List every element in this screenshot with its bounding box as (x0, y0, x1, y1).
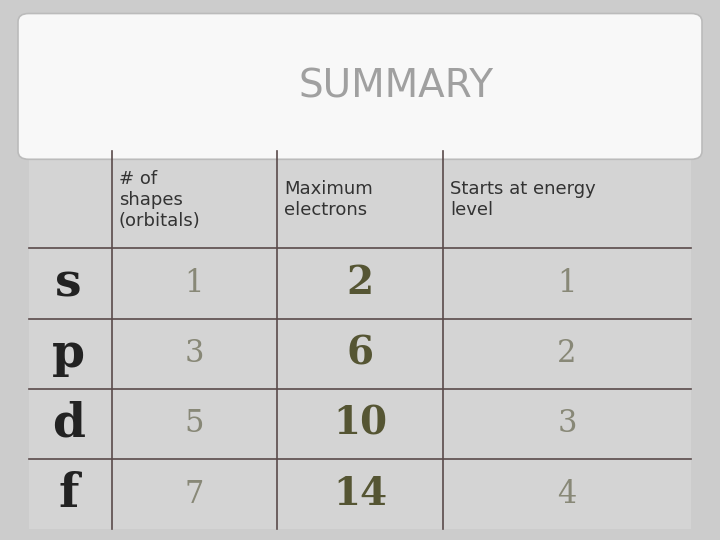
FancyBboxPatch shape (18, 14, 702, 159)
Text: 6: 6 (346, 335, 374, 373)
Text: 3: 3 (184, 338, 204, 369)
Text: 1: 1 (557, 268, 577, 299)
Text: Maximum
electrons: Maximum electrons (284, 180, 373, 219)
Text: 1: 1 (184, 268, 204, 299)
Text: 5: 5 (184, 408, 204, 440)
Text: 14: 14 (333, 475, 387, 513)
Text: 2: 2 (557, 338, 577, 369)
Text: 3: 3 (557, 408, 577, 440)
Text: Starts at energy
level: Starts at energy level (450, 180, 595, 219)
Text: s: s (55, 260, 81, 307)
Text: 10: 10 (333, 405, 387, 443)
Text: 4: 4 (557, 478, 577, 510)
Text: f: f (58, 471, 78, 517)
Bar (29, 151, 691, 529)
Text: d: d (52, 401, 85, 447)
Text: SUMMARY: SUMMARY (298, 68, 494, 105)
Text: 2: 2 (346, 265, 374, 302)
Text: # of
shapes
(orbitals): # of shapes (orbitals) (119, 170, 201, 230)
Text: p: p (52, 330, 85, 377)
Text: 7: 7 (185, 478, 204, 510)
